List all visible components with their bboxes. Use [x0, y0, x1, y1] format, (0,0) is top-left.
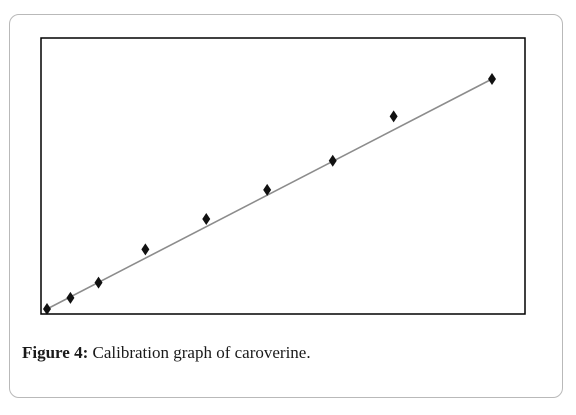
data-points	[43, 73, 496, 315]
regression-line	[46, 78, 493, 310]
data-point	[263, 183, 272, 196]
figure-caption: Figure 4: Calibration graph of caroverin…	[22, 343, 311, 363]
data-point	[43, 303, 51, 315]
figure-frame	[9, 14, 563, 398]
data-point	[94, 276, 103, 289]
data-point	[141, 243, 150, 256]
data-point	[202, 212, 211, 225]
data-point	[328, 154, 337, 167]
data-point	[66, 291, 75, 304]
data-point	[488, 73, 496, 85]
plot-area-frame	[40, 37, 526, 315]
data-point	[389, 110, 398, 123]
figure-caption-text: Calibration graph of caroverine.	[88, 343, 311, 362]
figure-label: Figure 4:	[22, 343, 89, 362]
